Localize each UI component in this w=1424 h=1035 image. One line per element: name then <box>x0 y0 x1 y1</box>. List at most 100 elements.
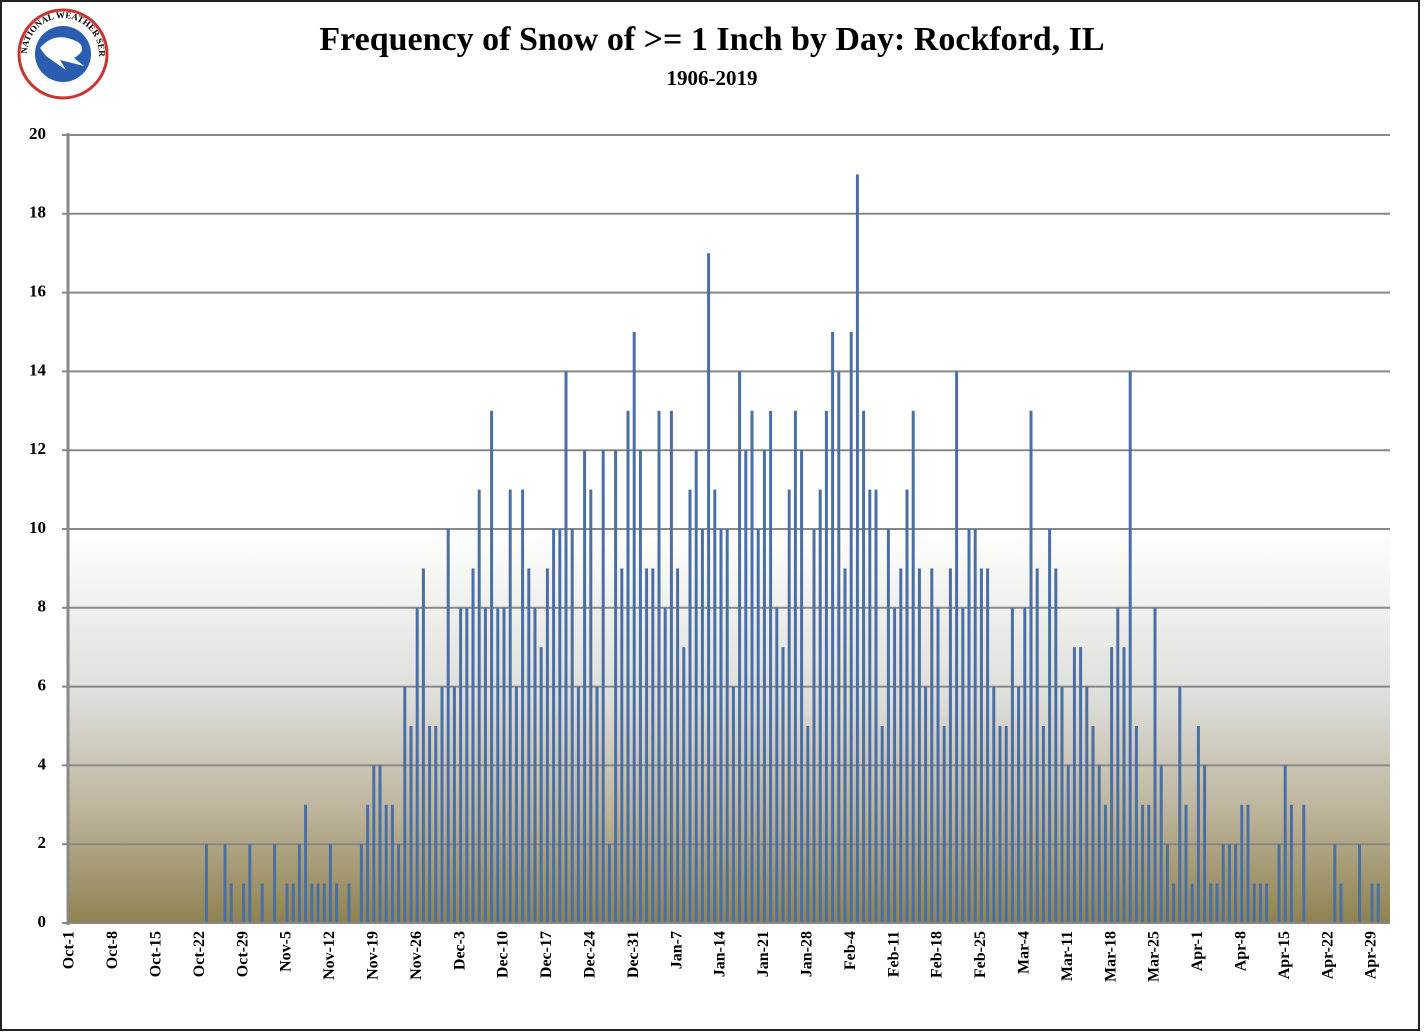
bar <box>1048 529 1052 923</box>
bar <box>676 568 680 923</box>
bar <box>725 529 729 923</box>
y-tick-label: 8 <box>38 597 47 616</box>
bar <box>651 568 655 923</box>
bar <box>1041 726 1045 923</box>
x-tick-label: Oct-8 <box>104 931 121 969</box>
bar <box>886 529 890 923</box>
bar <box>502 607 506 923</box>
bar <box>316 883 320 923</box>
bar <box>657 410 661 923</box>
bar <box>589 489 593 923</box>
bar <box>533 607 537 923</box>
bar <box>1277 844 1281 923</box>
bar <box>1240 804 1244 923</box>
bar <box>583 450 587 923</box>
bar <box>632 332 636 923</box>
bar <box>403 686 407 923</box>
bar <box>285 883 289 923</box>
bar <box>620 568 624 923</box>
bar <box>508 489 512 923</box>
bar <box>626 410 630 923</box>
bar <box>899 568 903 923</box>
x-tick-label: Feb-25 <box>972 931 989 978</box>
bar <box>967 529 971 923</box>
bar <box>552 529 556 923</box>
bar <box>490 410 494 923</box>
bar <box>750 410 754 923</box>
bar <box>297 844 301 923</box>
x-tick-label: Nov-26 <box>408 931 425 980</box>
x-tick-label: Nov-5 <box>278 931 295 972</box>
bar <box>521 489 525 923</box>
x-tick-label: Mar-4 <box>1015 931 1032 974</box>
bar <box>1184 804 1188 923</box>
bar <box>707 253 711 923</box>
x-tick-label: Apr-15 <box>1276 931 1293 979</box>
bar <box>242 883 246 923</box>
bar <box>855 174 859 923</box>
bar <box>849 332 853 923</box>
bar <box>787 489 791 923</box>
bar <box>961 607 965 923</box>
bar <box>1215 883 1219 923</box>
x-tick-label: Mar-25 <box>1146 931 1163 982</box>
chart-title: Frequency of Snow of >= 1 Inch by Day: R… <box>319 21 1104 58</box>
x-tick-label: Apr-1 <box>1189 931 1206 971</box>
bar <box>1110 647 1114 923</box>
bar <box>812 529 816 923</box>
bar <box>1017 686 1021 923</box>
bar <box>1159 765 1163 923</box>
bar <box>204 844 208 923</box>
bar <box>893 607 897 923</box>
bar <box>1178 686 1182 923</box>
bar <box>409 726 413 923</box>
bar <box>496 607 500 923</box>
bar <box>1246 804 1250 923</box>
bar <box>1227 844 1231 923</box>
bar <box>824 410 828 923</box>
bar <box>1004 726 1008 923</box>
bar <box>1190 883 1194 923</box>
bar <box>614 450 618 923</box>
bar <box>868 489 872 923</box>
bar <box>1265 883 1269 923</box>
bar <box>273 844 277 923</box>
bar <box>601 450 605 923</box>
bar <box>1203 765 1207 923</box>
x-tick-label: Dec-3 <box>451 931 468 970</box>
x-tick-label: Feb-4 <box>842 931 859 970</box>
x-tick-label: Dec-31 <box>625 931 642 978</box>
bar <box>428 726 432 923</box>
x-tick-label: Feb-18 <box>929 931 946 978</box>
x-tick-label: Apr-29 <box>1363 931 1380 979</box>
bar <box>471 568 475 923</box>
bar <box>638 450 642 923</box>
bar <box>694 450 698 923</box>
x-tick-label: Jan-7 <box>668 931 685 969</box>
x-tick-label: Mar-11 <box>1059 931 1076 981</box>
bar <box>669 410 673 923</box>
bar <box>917 568 921 923</box>
x-tick-label: Apr-22 <box>1319 931 1336 979</box>
bar <box>1029 410 1033 923</box>
bar <box>930 568 934 923</box>
bar <box>1165 844 1169 923</box>
bar <box>390 804 394 923</box>
bar <box>1091 726 1095 923</box>
bar <box>1289 804 1293 923</box>
x-tick-label: Feb-11 <box>885 931 902 977</box>
bar <box>378 765 382 923</box>
bar <box>322 883 326 923</box>
bar <box>1333 844 1337 923</box>
y-tick-label: 20 <box>29 124 46 143</box>
bar <box>1358 844 1362 923</box>
bar <box>421 568 425 923</box>
bar <box>1079 647 1083 923</box>
bar <box>1010 607 1014 923</box>
bar <box>558 529 562 923</box>
bar <box>806 726 810 923</box>
y-tick-label: 6 <box>38 676 47 695</box>
bar <box>328 844 332 923</box>
bar <box>384 804 388 923</box>
bar <box>260 883 264 923</box>
